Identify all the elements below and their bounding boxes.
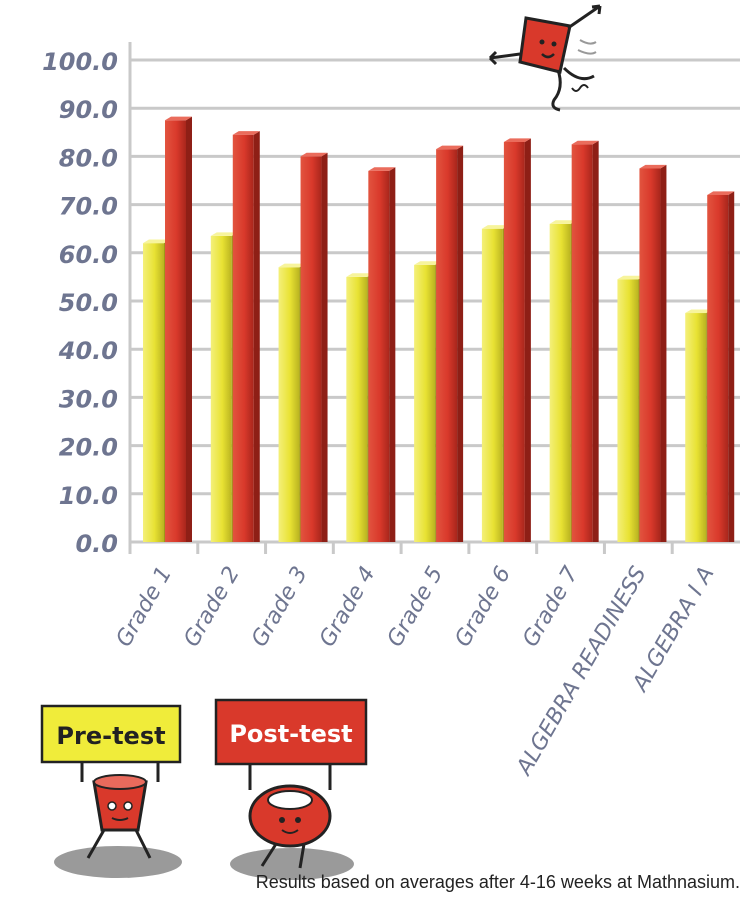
bar-top bbox=[617, 275, 645, 280]
bar-pre bbox=[549, 223, 571, 542]
y-axis-ticks: 0.0 10.0 20.0 30.0 40.0 50.0 60.0 70.0 80.0 90.0 1… bbox=[42, 48, 118, 558]
bar-pre bbox=[346, 276, 368, 542]
footnote: Results based on averages after 4-16 wee… bbox=[255, 872, 740, 892]
bar-side bbox=[728, 191, 735, 543]
bar-top bbox=[707, 191, 735, 195]
bar-post bbox=[300, 156, 322, 542]
bar-side bbox=[660, 164, 667, 542]
bar-top bbox=[481, 225, 509, 229]
bar-pre bbox=[617, 279, 639, 542]
bar-side bbox=[457, 145, 464, 542]
legend-pre-label: Pre-test bbox=[56, 722, 165, 750]
y-tick-label: 0.0 bbox=[75, 530, 118, 558]
y-tick-label: 60.0 bbox=[59, 241, 118, 269]
bar-pre bbox=[210, 235, 232, 542]
y-tick-label: 70.0 bbox=[59, 193, 118, 221]
bar-top bbox=[414, 261, 442, 265]
bar-post bbox=[232, 134, 254, 542]
bar-side bbox=[253, 131, 260, 543]
bar-top bbox=[571, 140, 599, 145]
bar-top bbox=[436, 145, 464, 150]
bar-post bbox=[436, 149, 458, 543]
bar-pre bbox=[481, 228, 503, 542]
bar-top bbox=[685, 309, 713, 314]
bar-post bbox=[639, 168, 661, 542]
x-tick-label: Grade 6 bbox=[450, 563, 516, 652]
x-axis-ticks: Grade 1 Grade 2 Grade 3 Grade 4 Grade 5 Grade… bbox=[112, 562, 720, 781]
y-tick-label: 10.0 bbox=[59, 482, 118, 510]
y-tick-label: 90.0 bbox=[59, 96, 118, 124]
x-tick-label: Grade 1 bbox=[112, 563, 178, 652]
bar-top bbox=[549, 220, 577, 224]
bar-post bbox=[503, 141, 525, 542]
bar-pre bbox=[414, 264, 436, 542]
bar-top bbox=[503, 138, 531, 142]
bar-top bbox=[278, 263, 306, 268]
bar-top bbox=[368, 167, 396, 171]
bar-side bbox=[186, 116, 192, 543]
x-tick-label: Grade 5 bbox=[383, 563, 449, 652]
pre-test-mascot-icon: Pre-test bbox=[40, 704, 182, 878]
y-tick-label: 50.0 bbox=[59, 289, 118, 317]
bar-top bbox=[639, 164, 667, 169]
y-tick-label: 20.0 bbox=[59, 434, 118, 462]
bar-post bbox=[707, 194, 729, 542]
bar-side bbox=[389, 167, 396, 542]
y-tick-label: 40.0 bbox=[58, 337, 118, 365]
bar-top bbox=[232, 131, 260, 135]
bars bbox=[143, 116, 735, 543]
kite-mascot-icon bbox=[488, 4, 602, 112]
bar-post bbox=[368, 170, 390, 543]
bar-top bbox=[165, 116, 192, 121]
post-test-mascot-icon: Post-test bbox=[214, 698, 368, 880]
bar-pre bbox=[278, 267, 300, 542]
bar-side bbox=[321, 152, 328, 543]
y-tick-label: 30.0 bbox=[59, 385, 118, 413]
bar-post bbox=[571, 144, 593, 542]
bar-top bbox=[300, 152, 328, 157]
bar-top bbox=[143, 239, 170, 244]
bar-pre bbox=[143, 243, 164, 542]
bar-top bbox=[210, 232, 238, 236]
bar-post bbox=[165, 120, 186, 542]
bar-top bbox=[346, 273, 374, 277]
y-tick-label: 100.0 bbox=[42, 48, 118, 76]
bar-pre bbox=[685, 313, 707, 542]
bar-side bbox=[524, 138, 531, 542]
x-tick-label: Grade 2 bbox=[179, 563, 245, 652]
y-tick-label: 80.0 bbox=[59, 144, 118, 172]
bar-side bbox=[592, 140, 599, 542]
x-tick-label: ALGEBRA READINESS bbox=[511, 562, 652, 781]
legend-post-label: Post-test bbox=[229, 720, 352, 748]
x-tick-label: Grade 3 bbox=[247, 563, 313, 652]
x-tick-label: Grade 7 bbox=[518, 563, 584, 652]
x-tick-label: Grade 4 bbox=[315, 563, 381, 652]
